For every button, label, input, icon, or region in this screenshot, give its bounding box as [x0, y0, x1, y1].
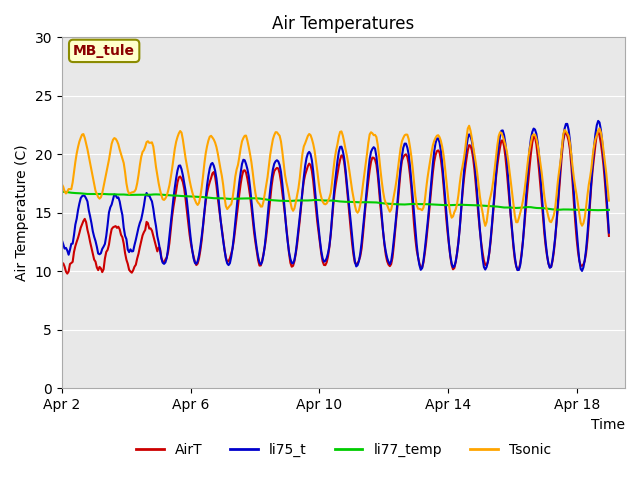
Line: li77_temp: li77_temp: [62, 192, 609, 210]
AirT: [551, 237, 559, 242]
li75_t: [595, 118, 602, 124]
Tsonic: [442, 177, 450, 183]
Tsonic: [362, 162, 369, 168]
Tsonic: [241, 133, 248, 139]
li75_t: [58, 238, 66, 243]
Tsonic: [459, 164, 467, 170]
li77_temp: [58, 189, 66, 194]
li75_t: [459, 189, 467, 194]
AirT: [460, 178, 468, 183]
Tsonic: [58, 181, 66, 187]
li77_temp: [605, 207, 612, 213]
AirT: [223, 259, 231, 265]
li75_t: [605, 230, 612, 236]
li77_temp: [591, 207, 599, 213]
Y-axis label: Air Temperature (C): Air Temperature (C): [15, 144, 29, 281]
AirT: [595, 128, 602, 134]
Legend: AirT, li75_t, li77_temp, Tsonic: AirT, li75_t, li77_temp, Tsonic: [131, 438, 557, 463]
li77_temp: [459, 202, 467, 208]
li75_t: [222, 255, 230, 261]
li75_t: [578, 268, 586, 274]
Line: li75_t: li75_t: [62, 121, 609, 271]
Text: MB_tule: MB_tule: [73, 44, 135, 58]
AirT: [605, 233, 612, 239]
Line: Tsonic: Tsonic: [62, 126, 609, 226]
li77_temp: [222, 196, 230, 202]
li77_temp: [362, 199, 369, 205]
Tsonic: [222, 203, 230, 209]
li75_t: [362, 199, 369, 204]
AirT: [444, 230, 451, 236]
Tsonic: [553, 192, 561, 198]
X-axis label: Time: Time: [591, 418, 625, 432]
li77_temp: [442, 202, 450, 208]
AirT: [242, 169, 250, 175]
li75_t: [442, 209, 450, 215]
li75_t: [550, 247, 557, 252]
AirT: [58, 261, 66, 267]
Tsonic: [605, 198, 612, 204]
Tsonic: [481, 223, 489, 229]
Tsonic: [465, 123, 473, 129]
li77_temp: [241, 195, 248, 201]
Line: AirT: AirT: [62, 131, 609, 274]
li77_temp: [550, 206, 557, 212]
Title: Air Temperatures: Air Temperatures: [273, 15, 415, 33]
AirT: [63, 271, 71, 276]
AirT: [363, 190, 371, 195]
li75_t: [241, 157, 248, 163]
